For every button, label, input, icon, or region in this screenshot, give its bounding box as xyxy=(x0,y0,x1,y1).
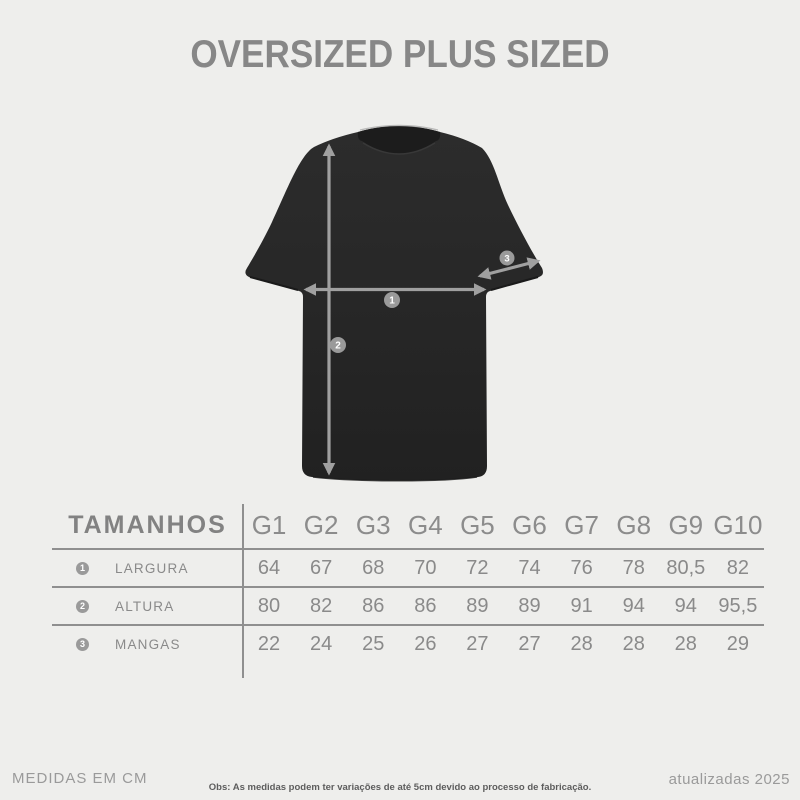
cell-value: 72 xyxy=(466,556,489,579)
size-col-header: G6 xyxy=(512,510,547,540)
tshirt-measurement-diagram: 1 2 3 xyxy=(245,124,543,482)
row-label: ALTURA xyxy=(115,598,175,614)
size-col-header: G8 xyxy=(616,510,652,540)
tolerance-note: Obs: As medidas podem ter variações de a… xyxy=(208,782,592,793)
sleeve-arrow xyxy=(477,257,541,280)
cell-value: 80 xyxy=(257,594,281,617)
collar-seam xyxy=(362,142,436,155)
cell-value: 64 xyxy=(257,556,281,579)
marker-1-icon: 1 xyxy=(384,292,400,308)
cell-value: 28 xyxy=(570,632,593,655)
cell-value: 27 xyxy=(518,632,541,655)
size-col-header: G2 xyxy=(303,510,339,540)
tshirt-collar xyxy=(357,126,441,154)
cell-value: 89 xyxy=(518,594,541,617)
row-label: LARGURA xyxy=(115,560,189,576)
row-label: MANGAS xyxy=(115,636,181,652)
cell-value: 68 xyxy=(362,556,385,579)
cell-value: 91 xyxy=(570,594,593,617)
left-cuff-shade xyxy=(249,276,299,291)
updated-note: atualizadas 2025 xyxy=(668,771,790,788)
hem-shade xyxy=(312,476,478,482)
cell-value: 78 xyxy=(622,556,645,579)
cell-value: 82 xyxy=(726,556,750,579)
size-col-header: G4 xyxy=(407,510,443,540)
cell-value: 22 xyxy=(257,632,281,655)
cell-value: 28 xyxy=(674,632,697,655)
cell-value: 86 xyxy=(414,594,437,617)
cell-value: 80,5 xyxy=(666,556,706,579)
units-note: MEDIDAS EM CM xyxy=(12,770,148,787)
cell-value: 82 xyxy=(310,594,333,617)
cell-value: 24 xyxy=(310,632,333,655)
row-marker-3-icon: 3 xyxy=(76,637,89,651)
table-title: TAMANHOS xyxy=(68,511,227,539)
cell-value: 28 xyxy=(622,632,645,655)
size-col-header: G5 xyxy=(460,510,495,540)
row-marker-1-icon: 1 xyxy=(76,561,89,575)
cell-value: 27 xyxy=(466,632,489,655)
table-row-largura: 1 LARGURA 64 67 68 70 72 74 76 78 80,5 8… xyxy=(52,548,764,586)
cell-value: 76 xyxy=(570,556,593,579)
marker-3-icon: 3 xyxy=(499,250,515,266)
cell-value: 74 xyxy=(518,556,541,579)
marker-1-label: 1 xyxy=(389,296,395,307)
size-col-header: G7 xyxy=(564,510,599,540)
cell-value: 67 xyxy=(310,556,333,579)
cell-value: 25 xyxy=(362,632,385,655)
row-marker-2-icon: 2 xyxy=(76,599,89,613)
size-table: TAMANHOS G1 G2 G3 G4 G5 G6 G7 G8 G9 G10 … xyxy=(52,503,764,662)
cell-value: 70 xyxy=(414,556,437,579)
marker-3-label: 3 xyxy=(504,254,509,265)
size-col-header: G3 xyxy=(355,510,391,540)
cell-value: 89 xyxy=(466,594,489,617)
cell-value: 86 xyxy=(362,594,385,617)
cell-value: 94 xyxy=(674,594,697,617)
cell-value: 95,5 xyxy=(718,594,758,617)
table-row-mangas: 3 MANGAS 22 24 25 26 27 27 28 28 28 29 xyxy=(52,624,764,662)
table-row-altura: 2 ALTURA 80 82 86 86 89 89 91 94 94 95,5 xyxy=(52,586,764,624)
table-vertical-divider xyxy=(242,504,244,678)
marker-2-label: 2 xyxy=(335,341,341,352)
page-title: OVERSIZED PLUS SIZED xyxy=(190,33,610,76)
size-table-header-row: TAMANHOS G1 G2 G3 G4 G5 G6 G7 G8 G9 G10 xyxy=(52,503,764,548)
collar-highlight xyxy=(359,124,439,131)
cell-value: 26 xyxy=(414,632,437,655)
size-col-header: G1 xyxy=(251,510,287,540)
size-col-header: G10 xyxy=(713,510,763,540)
cell-value: 29 xyxy=(726,632,750,655)
marker-2-icon: 2 xyxy=(330,337,346,353)
size-col-header: G9 xyxy=(668,510,704,540)
cell-value: 94 xyxy=(622,594,645,617)
